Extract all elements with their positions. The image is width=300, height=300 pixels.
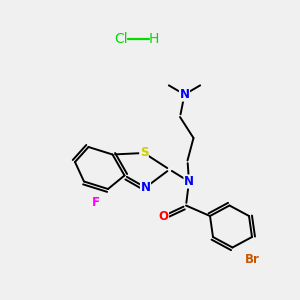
- Text: S: S: [140, 146, 148, 160]
- Text: N: N: [179, 88, 190, 101]
- Text: Cl: Cl: [114, 32, 128, 46]
- Text: Br: Br: [244, 253, 260, 266]
- Text: O: O: [158, 209, 169, 223]
- Text: F: F: [92, 196, 100, 209]
- Text: H: H: [148, 32, 159, 46]
- Text: N: N: [140, 181, 151, 194]
- Text: N: N: [184, 175, 194, 188]
